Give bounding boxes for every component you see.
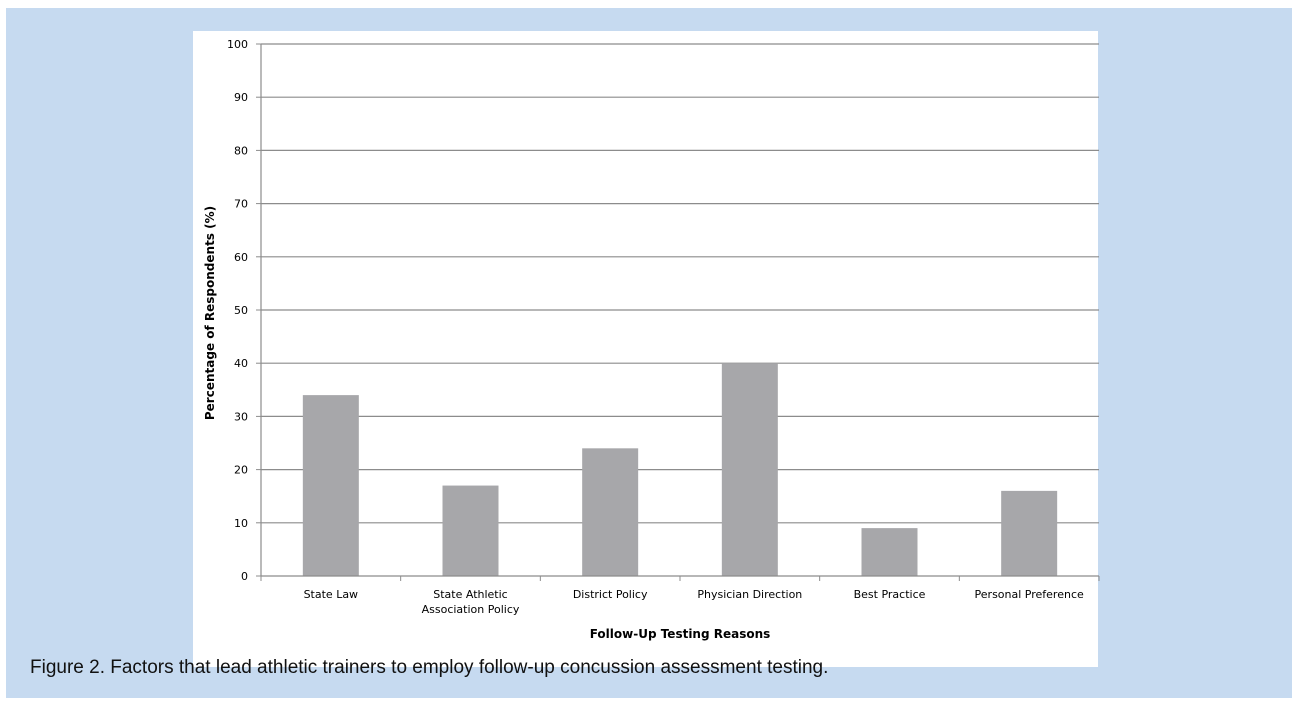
- bar: [1001, 490, 1058, 576]
- figure-caption: Figure 2. Factors that lead athletic tra…: [30, 657, 829, 678]
- y-tick-label: 10: [234, 517, 248, 530]
- y-tick-label: 80: [234, 144, 248, 157]
- x-axis-title: Follow-Up Testing Reasons: [590, 627, 771, 641]
- x-tick-label: Personal Preference: [975, 588, 1084, 601]
- y-tick-label: 0: [241, 570, 248, 583]
- x-tick-label: State Law: [304, 588, 358, 601]
- y-tick-label: 90: [234, 91, 248, 104]
- y-tick-label: 70: [234, 198, 248, 211]
- grid-lines: [261, 43, 1099, 524]
- bar: [442, 485, 499, 576]
- bar: [861, 528, 918, 576]
- x-tick-label: State Athletic Association Policy: [422, 588, 520, 616]
- y-tick-label: 100: [227, 38, 248, 51]
- y-tick-labels: 0 10 20 30 40 50 60 70 80 90 100: [227, 38, 248, 583]
- y-tick-label: 40: [234, 357, 248, 370]
- bars: [302, 363, 1058, 576]
- bar: [302, 395, 359, 576]
- x-tick-label: District Policy: [573, 588, 648, 601]
- y-axis-title: Percentage of Respondents (%): [203, 206, 217, 420]
- x-tick-labels: State Law State Athletic Association Polic…: [304, 588, 1084, 616]
- bar: [721, 363, 778, 576]
- x-tick-label: Physician Direction: [697, 588, 802, 601]
- y-tick-label: 50: [234, 304, 248, 317]
- axes: [256, 43, 1100, 581]
- x-tick-label: Best Practice: [854, 588, 926, 601]
- y-tick-label: 20: [234, 464, 248, 477]
- y-tick-label: 30: [234, 410, 248, 423]
- bar: [582, 448, 639, 576]
- y-tick-label: 60: [234, 251, 248, 264]
